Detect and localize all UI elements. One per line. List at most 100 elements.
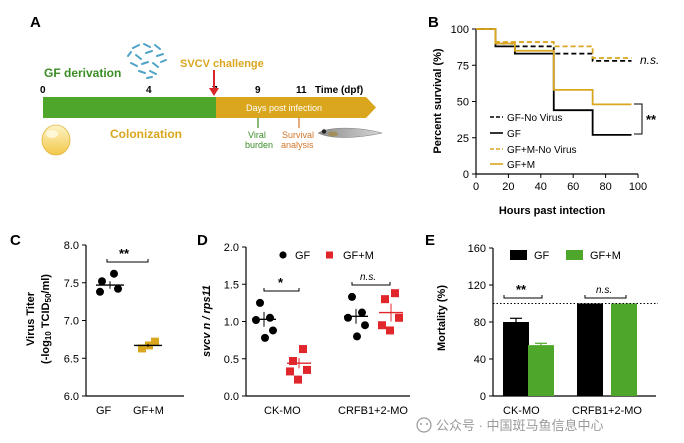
d-point-0-0-0 (256, 298, 264, 307)
b-x-tick-label-4: 80 (599, 181, 611, 193)
embryo-egg-icon (41, 124, 71, 156)
c-sig-annotation: ** (119, 246, 130, 261)
e-legend-label-gf: GF (534, 250, 550, 262)
d-ns-bracket (351, 282, 391, 286)
panel-a: A GF derivation Colonization SVCV challe… (30, 14, 383, 156)
e-sig-bracket (503, 295, 543, 299)
d-point-0-0-3 (269, 326, 277, 335)
c-point-0-0 (98, 277, 106, 286)
d-point-0-0-1 (266, 313, 274, 322)
e-y-tick-label-2: 80 (474, 317, 486, 329)
panel-c-letter: C (10, 232, 21, 249)
b-ticks: 0 25 50 75 100 0 20 40 60 80 100 (451, 24, 648, 193)
timeline-ticks: 0 4 7 9 11 (40, 85, 307, 96)
c-y-tick-label-4: 8.0 (64, 240, 79, 252)
d-legend-label-gf: GF (295, 250, 311, 262)
d-point-0-0-4 (261, 333, 269, 342)
d-x-tick-ck: CK-MO (264, 405, 301, 417)
d-y-axis-title: svcv n / rps11 (201, 285, 213, 357)
d-point-1-1-4 (386, 326, 394, 335)
d-y-tick-label-3: 1.5 (224, 279, 239, 291)
e-legend-swatch-gfm (566, 250, 583, 260)
timeline-tick-4: 4 (146, 85, 152, 96)
d-ticks: 0.0 0.5 1.0 1.5 2.0 (224, 242, 246, 403)
d-point-1-0-3 (286, 367, 294, 376)
b-y-tick-label-1: 25 (457, 133, 469, 145)
timeline-tick-9: 9 (255, 85, 261, 96)
gf-phase-bar (43, 97, 216, 118)
b-sig-annotation: ** (646, 112, 657, 127)
d-legend: GF GF+M (279, 250, 374, 262)
b-series-line-3 (476, 28, 632, 106)
c-x-tick-gf: GF (96, 405, 112, 417)
d-point-1-0-0 (299, 345, 307, 354)
gf-derivation-label: GF derivation (44, 66, 121, 80)
d-point-0-1-0 (348, 292, 356, 301)
time-unit-label: Time (dpf) (315, 85, 363, 96)
c-y-tick-label-3: 7.5 (64, 278, 79, 290)
watermark-text: 公众号 · 中国斑马鱼信息中心 (436, 418, 604, 433)
e-y-tick-label-0: 0 (480, 391, 486, 403)
b-legend: GF-No Virus GF GF+M-No Virus GF+M (490, 113, 577, 171)
e-x-tick-crfb: CRFB1+2-MO (572, 405, 642, 417)
days-post-infection-label: Days post infection (246, 103, 322, 113)
c-significance-bracket (106, 259, 149, 263)
panel-a-letter: A (30, 14, 41, 31)
b-x-tick-label-5: 100 (629, 181, 647, 193)
timeline-tick-0: 0 (40, 85, 46, 96)
c-y-tick-label-1: 6.5 (64, 353, 79, 365)
d-y-tick-label-2: 1.0 (224, 317, 239, 329)
b-legend-label-1: GF (507, 129, 521, 140)
e-bar-0-1 (577, 303, 603, 396)
d-point-0-0-2 (252, 316, 260, 325)
d-point-0-1-1 (358, 308, 366, 317)
e-y-tick-label-3: 120 (468, 280, 486, 292)
d-points-group (252, 289, 403, 384)
d-sig-bracket (263, 288, 300, 292)
d-sig-annotation: * (278, 275, 284, 290)
e-bar-1-1 (611, 303, 637, 396)
survival-analysis-marker: Survival analysis (281, 118, 314, 150)
d-point-1-1-2 (395, 313, 403, 322)
c-y-axis-title-line2: (-log10 TCID50/ml) (40, 274, 53, 364)
viral-burden-marker: Viral burden (245, 118, 273, 150)
c-point-0-3 (114, 284, 122, 293)
d-legend-swatch-gf (279, 251, 287, 259)
b-y-tick-label-0: 0 (463, 169, 469, 181)
d-point-1-1-0 (391, 289, 399, 298)
c-point-1-2 (151, 337, 159, 346)
c-ticks: 6.0 6.5 7.0 7.5 8.0 (64, 240, 86, 403)
panel-d-letter: D (197, 232, 208, 249)
e-ticks: 0 40 80 120 160 (468, 243, 493, 403)
d-y-tick-label-4: 2.0 (224, 242, 239, 254)
e-y-axis-title: Mortality (%) (436, 285, 448, 351)
c-points-group (96, 269, 162, 353)
d-y-tick-label-0: 0.0 (224, 391, 239, 403)
b-significance-bracket (634, 103, 643, 135)
e-bars-group (503, 303, 637, 396)
b-legend-label-3: GF+M (507, 160, 535, 171)
e-sig-annotation: ** (516, 282, 527, 297)
d-point-1-0-1 (289, 356, 297, 365)
b-x-axis-title: Hours past intection (499, 205, 606, 217)
e-ns-bracket (584, 295, 627, 299)
colonization-label: Colonization (110, 127, 182, 141)
e-bar-0-0 (503, 322, 529, 396)
panel-e: E Mortality (%) 0 40 80 120 160 GF GF+M ** n… (425, 232, 658, 417)
infection-phase-arrow (216, 97, 376, 118)
d-legend-swatch-gfm (326, 251, 333, 259)
b-y-tick-label-2: 50 (457, 97, 469, 109)
zebrafish-larva-icon (317, 127, 383, 138)
viral-burden-line2: burden (245, 140, 273, 150)
viral-burden-line1: Viral (248, 130, 266, 140)
e-y-tick-label-1: 40 (474, 354, 486, 366)
e-y-tick-label-4: 160 (468, 243, 486, 255)
e-legend-label-gfm: GF+M (590, 250, 621, 262)
b-y-tick-label-4: 100 (451, 24, 469, 36)
panel-e-letter: E (425, 232, 435, 249)
d-x-tick-crfb: CRFB1+2-MO (338, 405, 408, 417)
svcv-challenge-label: SVCV challenge (180, 58, 264, 70)
b-x-tick-label-0: 0 (473, 181, 479, 193)
wechat-icon (416, 417, 432, 433)
